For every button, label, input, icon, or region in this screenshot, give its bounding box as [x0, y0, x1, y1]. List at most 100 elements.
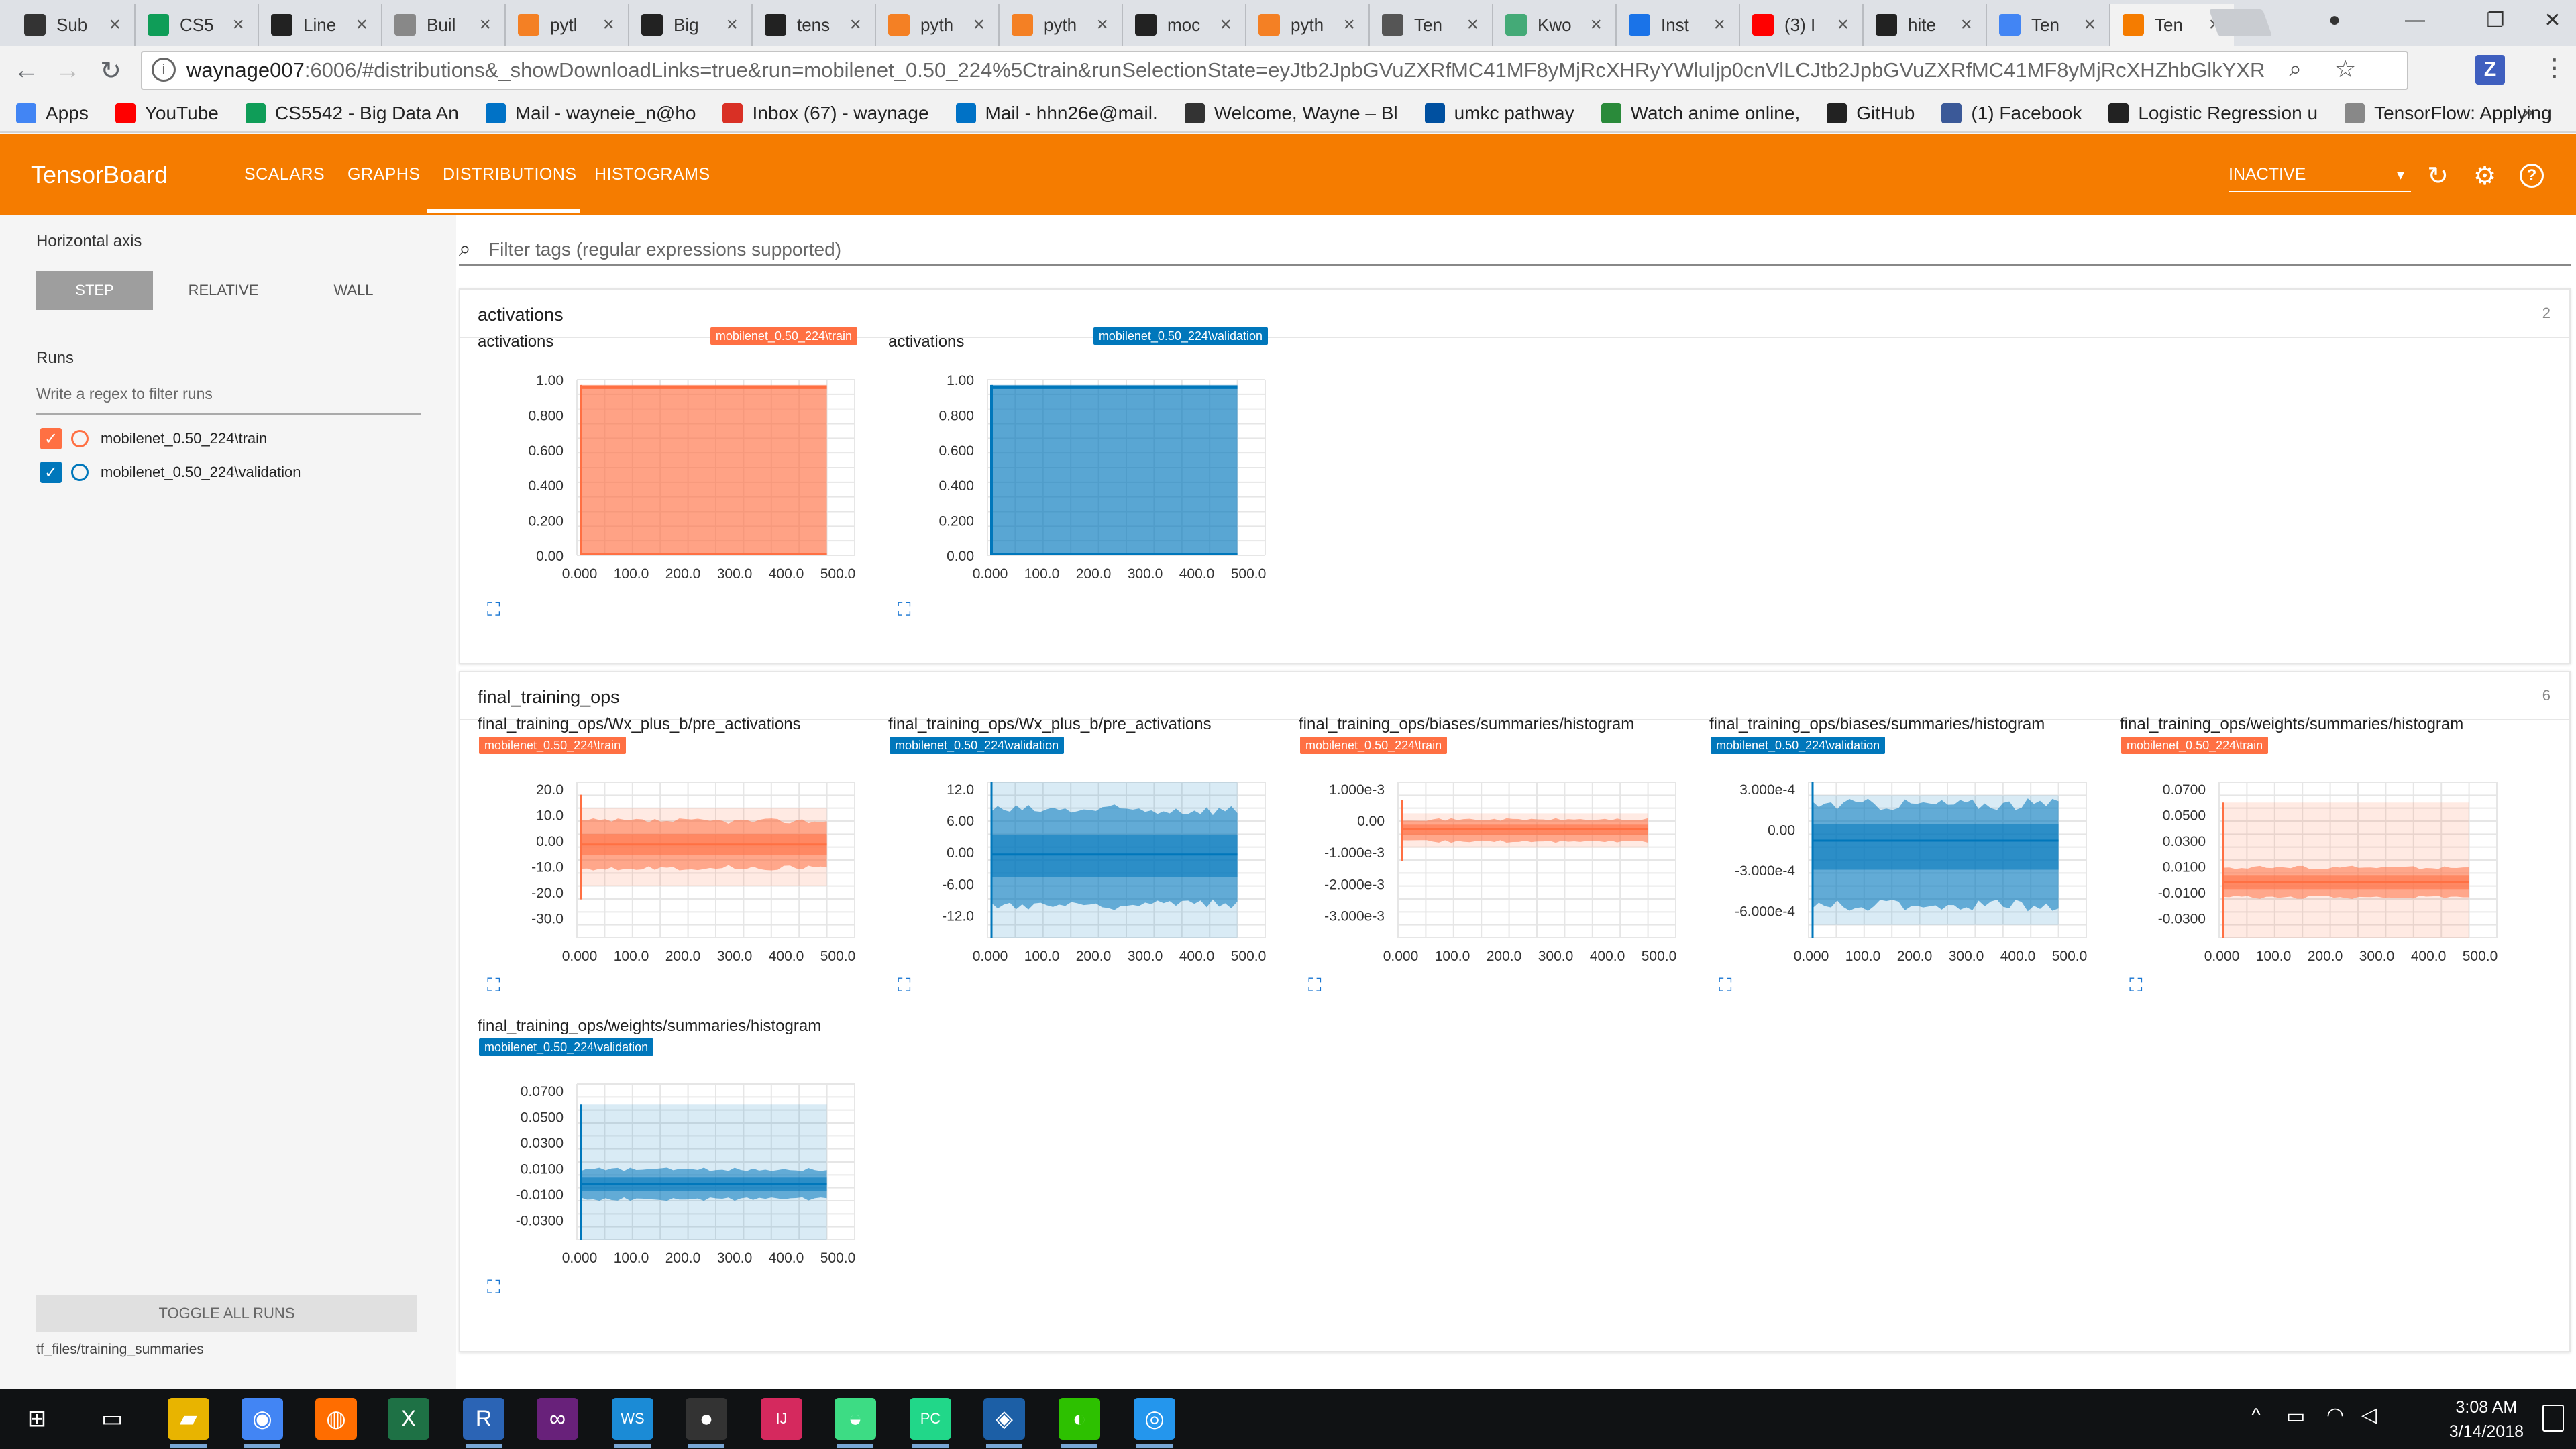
- bookmark-item[interactable]: Mail - wayneie_n@ho: [486, 103, 696, 124]
- toggle-all-runs-button[interactable]: TOGGLE ALL RUNS: [36, 1295, 417, 1332]
- expand-chart-icon[interactable]: ⛶: [487, 1277, 507, 1297]
- close-tab-icon[interactable]: ×: [1220, 13, 1232, 36]
- windows-icon[interactable]: ⊞: [16, 1398, 58, 1440]
- browser-tab[interactable]: Kwo ×: [1493, 4, 1617, 46]
- browser-tab[interactable]: moc ×: [1123, 4, 1246, 46]
- checkbox-checked-icon[interactable]: ✓: [40, 462, 62, 483]
- browser-tab[interactable]: Inst ×: [1617, 4, 1740, 46]
- close-tab-icon[interactable]: ×: [1960, 13, 1972, 36]
- intellij-icon[interactable]: IJ: [761, 1398, 802, 1440]
- distribution-plot[interactable]: 1.00 0.800 0.600 0.400 0.200 0.00 0.000 100.0 20…: [459, 325, 861, 606]
- docker-icon[interactable]: ◎: [1134, 1398, 1175, 1440]
- distribution-plot[interactable]: 20.0 10.0 0.00 -10.0 -20.0 -30.0 0.000 100.0 200…: [459, 707, 861, 989]
- bookmark-star-icon[interactable]: ☆: [2334, 55, 2356, 83]
- bookmark-item[interactable]: Inbox (67) - waynage: [722, 103, 928, 124]
- distribution-plot[interactable]: 12.0 6.00 0.00 -6.00 -12.0 0.000 100.0 200.0 300…: [869, 707, 1272, 989]
- clock[interactable]: 3:08 AM 3/14/2018: [2449, 1395, 2524, 1444]
- bookmark-item[interactable]: Apps: [16, 103, 89, 124]
- bookmark-item[interactable]: umkc pathway: [1425, 103, 1574, 124]
- browser-tab[interactable]: Sub ×: [12, 4, 136, 46]
- settings-gear-icon[interactable]: ⚙: [2469, 160, 2501, 192]
- virtualbox-icon[interactable]: ◈: [983, 1398, 1025, 1440]
- browser-tab[interactable]: hite ×: [1864, 4, 1987, 46]
- browser-tab[interactable]: Buil ×: [382, 4, 506, 46]
- expand-chart-icon[interactable]: ⛶: [487, 600, 507, 620]
- close-tab-icon[interactable]: ×: [1096, 13, 1108, 36]
- close-tab-icon[interactable]: ×: [1713, 13, 1725, 36]
- run-filter-input[interactable]: Write a regex to filter runs: [36, 385, 421, 415]
- help-icon[interactable]: ?: [2516, 160, 2548, 192]
- excel-icon[interactable]: X: [388, 1398, 429, 1440]
- distribution-plot[interactable]: 0.0700 0.0500 0.0300 0.0100 -0.0100 -0.0300 0.…: [459, 1009, 861, 1291]
- new-tab-button[interactable]: [2209, 9, 2273, 36]
- browser-tab[interactable]: tens ×: [753, 4, 876, 46]
- tray-chevron-icon[interactable]: ^: [2251, 1405, 2261, 1428]
- back-icon[interactable]: ←: [9, 54, 43, 87]
- close-tab-icon[interactable]: ×: [726, 13, 738, 36]
- r-icon[interactable]: R: [463, 1398, 504, 1440]
- close-window-button[interactable]: ✕: [2529, 0, 2576, 40]
- distribution-plot[interactable]: 1.000e-3 0.00 -1.000e-3 -2.000e-3 -3.000e-3 0…: [1280, 707, 1682, 989]
- browser-tab[interactable]: pyth ×: [876, 4, 1000, 46]
- expand-chart-icon[interactable]: ⛶: [898, 975, 918, 996]
- expand-chart-icon[interactable]: ⛶: [2129, 975, 2149, 996]
- bookmark-item[interactable]: Watch anime online,: [1601, 103, 1801, 124]
- expand-chart-icon[interactable]: ⛶: [487, 975, 507, 996]
- close-tab-icon[interactable]: ×: [479, 13, 491, 36]
- firefox-icon[interactable]: ◍: [315, 1398, 357, 1440]
- reload-icon[interactable]: ↻: [94, 54, 127, 87]
- bookmark-item[interactable]: Mail - hhn26e@mail.: [956, 103, 1158, 124]
- tab-histograms[interactable]: HISTOGRAMS: [594, 165, 710, 184]
- browser-tab[interactable]: (3) I ×: [1740, 4, 1864, 46]
- maximize-button[interactable]: ❐: [2455, 0, 2536, 40]
- volume-icon[interactable]: ◁: [2361, 1403, 2377, 1427]
- close-tab-icon[interactable]: ×: [1590, 13, 1602, 36]
- browser-tab[interactable]: Big ×: [629, 4, 753, 46]
- bookmark-item[interactable]: CS5542 - Big Data An: [246, 103, 459, 124]
- menu-icon[interactable]: ⋮: [2542, 54, 2567, 82]
- tab-graphs[interactable]: GRAPHS: [347, 165, 421, 184]
- browser-tab[interactable]: pytl ×: [506, 4, 629, 46]
- browser-tab[interactable]: Ten ×: [1370, 4, 1493, 46]
- browser-tab[interactable]: Line ×: [259, 4, 382, 46]
- bookmark-item[interactable]: Welcome, Wayne – Bl: [1185, 103, 1398, 124]
- file-explorer-icon[interactable]: ▰: [168, 1398, 209, 1440]
- expand-chart-icon[interactable]: ⛶: [1308, 975, 1328, 996]
- bookmark-item[interactable]: YouTube: [115, 103, 219, 124]
- distribution-plot[interactable]: 1.00 0.800 0.600 0.400 0.200 0.00 0.000 100.0 20…: [869, 325, 1272, 606]
- wechat-icon[interactable]: ◐: [1059, 1398, 1100, 1440]
- close-tab-icon[interactable]: ×: [602, 13, 614, 36]
- axis-step-button[interactable]: STEP: [36, 271, 153, 310]
- distribution-plot[interactable]: 0.0700 0.0500 0.0300 0.0100 -0.0100 -0.0300 0.…: [2101, 707, 2504, 989]
- task-view-icon[interactable]: ▭: [91, 1398, 133, 1440]
- inactive-plugins-dropdown[interactable]: INACTIVE ▾: [2229, 165, 2411, 192]
- distribution-plot[interactable]: 3.000e-4 0.00 -3.000e-4 -6.000e-4 0.000 100.0…: [1690, 707, 2093, 989]
- expand-chart-icon[interactable]: ⛶: [1719, 975, 1739, 996]
- profile-icon[interactable]: ●: [2294, 0, 2375, 40]
- github-desktop-icon[interactable]: ●: [686, 1398, 727, 1440]
- notifications-icon[interactable]: [2542, 1405, 2564, 1432]
- bookmarks-overflow-icon[interactable]: »: [2522, 101, 2534, 123]
- checkbox-checked-icon[interactable]: ✓: [40, 428, 62, 449]
- refresh-icon[interactable]: ↻: [2422, 160, 2454, 192]
- visual-studio-icon[interactable]: ∞: [537, 1398, 578, 1440]
- webstorm-icon[interactable]: WS: [612, 1398, 653, 1440]
- info-icon[interactable]: i: [152, 58, 176, 82]
- address-bar[interactable]: i waynage007:6006/#distributions&_showDo…: [141, 51, 2408, 90]
- bookmark-item[interactable]: Logistic Regression u: [2108, 103, 2318, 124]
- browser-tab[interactable]: pyth ×: [1246, 4, 1370, 46]
- close-tab-icon[interactable]: ×: [1837, 13, 1849, 36]
- browser-tab[interactable]: pyth ×: [1000, 4, 1123, 46]
- expand-chart-icon[interactable]: ⛶: [898, 600, 918, 620]
- tab-distributions[interactable]: DISTRIBUTIONS: [443, 165, 577, 184]
- browser-tab[interactable]: CS5 ×: [136, 4, 259, 46]
- search-icon[interactable]: ⌕: [2289, 56, 2302, 83]
- pycharm-icon[interactable]: PC: [910, 1398, 951, 1440]
- tag-filter-input[interactable]: ⌕ Filter tags (regular expressions suppo…: [459, 236, 2571, 266]
- bookmark-item[interactable]: (1) Facebook: [1941, 103, 2082, 124]
- wifi-icon[interactable]: ◠: [2326, 1403, 2344, 1427]
- run-row-validation[interactable]: ✓ mobilenet_0.50_224\validation: [40, 459, 301, 486]
- close-tab-icon[interactable]: ×: [2084, 13, 2096, 36]
- close-tab-icon[interactable]: ×: [973, 13, 985, 36]
- axis-wall-button[interactable]: WALL: [295, 271, 412, 310]
